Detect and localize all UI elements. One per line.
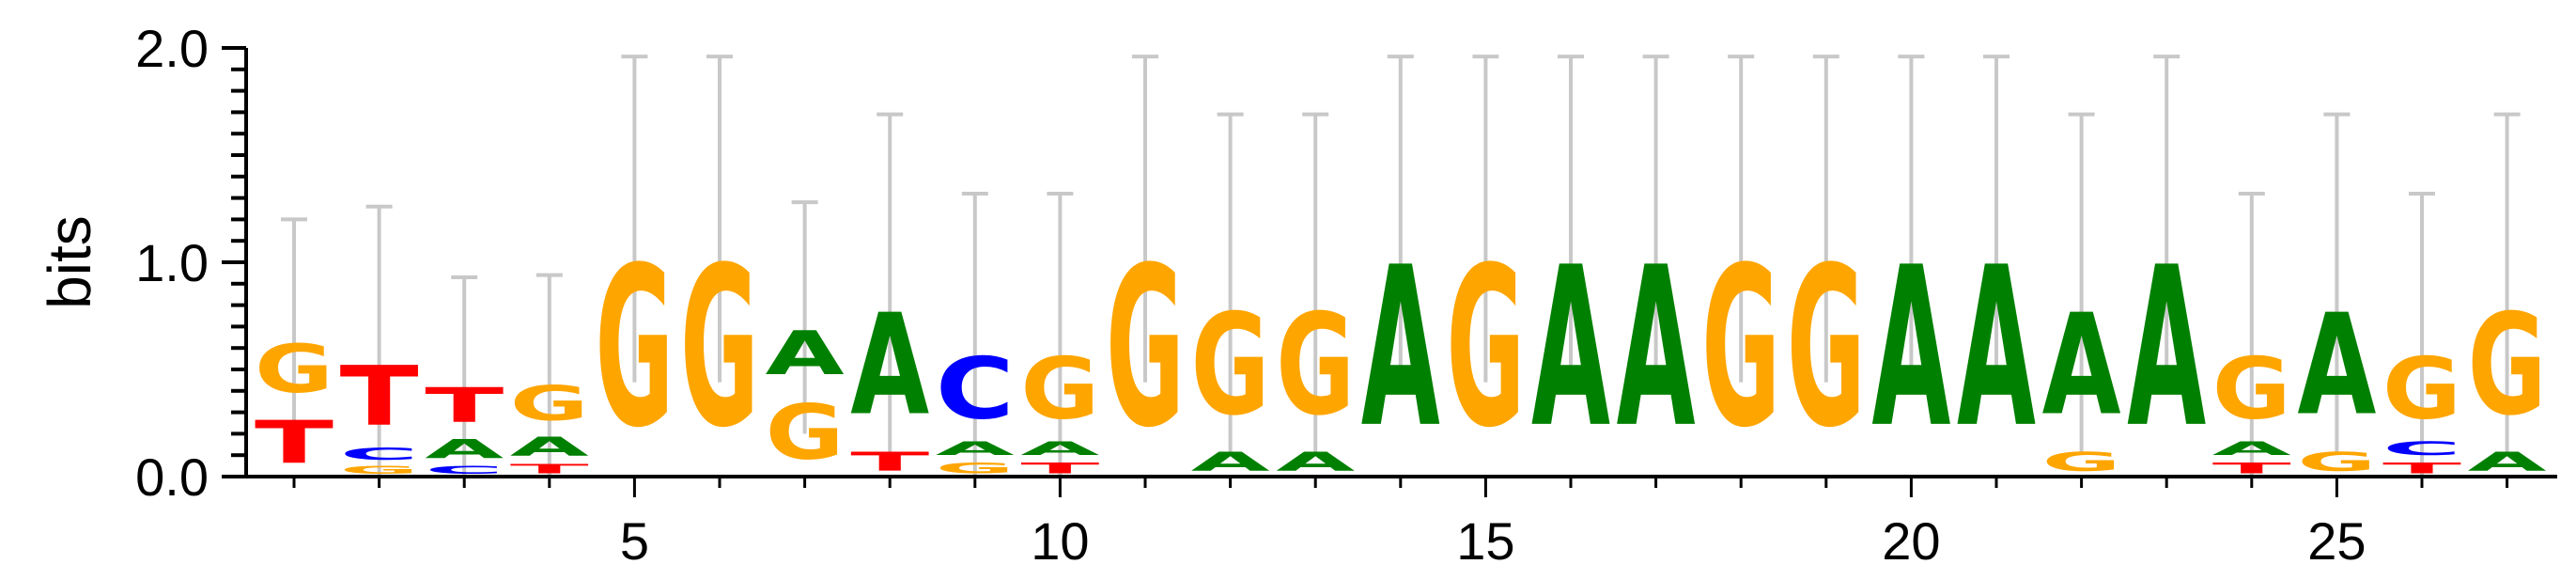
error-bar <box>2493 112 2521 453</box>
logo-letter-g: G <box>1446 219 1525 476</box>
logo-letter-g: G <box>2212 340 2291 438</box>
error-bar <box>1132 55 1158 383</box>
error-bar <box>791 200 818 434</box>
logo-letter-c: C <box>425 463 504 477</box>
error-bar <box>2153 55 2180 383</box>
error-bar <box>2409 192 2435 477</box>
logo-letter-t: T <box>340 349 419 445</box>
error-bar <box>1898 55 1925 383</box>
error-bar <box>365 204 393 477</box>
logo-letter-t: T <box>425 379 504 434</box>
error-bar <box>2068 112 2095 453</box>
logo-letter-a: A <box>1276 447 1355 477</box>
logo-letter-a: A <box>2212 438 2291 459</box>
logo-letter-g: G <box>595 219 674 476</box>
logo-letter-a: A <box>1957 220 2036 476</box>
x-tick-label: 5 <box>620 511 649 571</box>
error-bar <box>1642 55 1669 383</box>
logo-letter-a: A <box>1020 438 1099 459</box>
logo-letter-c: C <box>936 340 1015 438</box>
error-bar <box>1558 55 1584 383</box>
x-tick-label: 15 <box>1456 511 1514 571</box>
y-axis-title: bits <box>36 215 103 309</box>
logo-letter-g: G <box>340 463 419 477</box>
logo-letter-a: A <box>1361 220 1440 476</box>
logo-letter-g: G <box>1106 219 1185 476</box>
x-ticks: 5 10 15 20 25 <box>292 477 2509 571</box>
error-bars <box>281 55 2521 477</box>
logo-letter-a: A <box>2042 284 2121 447</box>
error-bar <box>961 192 988 477</box>
error-bar <box>1302 112 1329 453</box>
logo-letter-a: A <box>2297 284 2376 447</box>
logo-letter-t: T <box>2212 460 2291 477</box>
logo-letter-t: T <box>2382 460 2461 477</box>
logo-letter-a: A <box>1617 220 1696 476</box>
logo-letter-g: G <box>1701 219 1780 476</box>
error-bar <box>621 55 648 383</box>
y-tick-label: 0.0 <box>135 447 209 507</box>
error-bar <box>2323 112 2351 453</box>
logo-letter-a: A <box>766 319 845 389</box>
logo-letter-g: G <box>2382 340 2461 438</box>
error-bar <box>1387 55 1414 383</box>
error-bar <box>451 274 478 477</box>
logo-letter-t: T <box>510 462 589 477</box>
x-tick-label: 10 <box>1031 511 1089 571</box>
logo-letter-g: G <box>936 460 1015 477</box>
logo-letter-a: A <box>850 284 929 447</box>
logo-letter-a: A <box>425 434 504 464</box>
logo-letter-g: G <box>1191 285 1270 447</box>
y-tick-label: 1.0 <box>135 233 209 292</box>
error-bar <box>1728 55 1755 383</box>
logo-letter-c: C <box>2382 438 2461 460</box>
error-bar <box>706 55 733 383</box>
logo-letter-t: T <box>255 409 334 478</box>
logo-letter-t: T <box>1020 460 1099 477</box>
logo-letter-g: G <box>2042 447 2121 477</box>
logo-letter-g: G <box>1020 340 1099 438</box>
error-bar <box>877 112 904 453</box>
logo-letter-a: A <box>2127 220 2206 476</box>
error-bar <box>1217 112 1244 453</box>
logo-letter-g: G <box>2297 447 2376 477</box>
y-ticks: 0.0 1.0 2.0 <box>135 19 246 507</box>
error-bar <box>1047 192 1074 477</box>
logo-letter-g: G <box>766 389 845 477</box>
logo-letter-g: G <box>255 331 334 408</box>
logo-letter-a: A <box>1871 220 1950 476</box>
logo-letter-a: A <box>1191 447 1270 477</box>
logo-letter-a: A <box>2468 447 2547 477</box>
logo-letter-a: A <box>510 431 589 462</box>
logo-letter-t: T <box>850 447 929 477</box>
logo-letter-g: G <box>2468 285 2547 447</box>
error-bar <box>281 217 307 443</box>
error-bar <box>1812 55 1839 383</box>
error-bar <box>2238 192 2265 477</box>
error-bar <box>535 273 563 477</box>
x-tick-label: 20 <box>1882 511 1940 571</box>
logo-letter-a: A <box>1531 220 1610 476</box>
logo-letter-g: G <box>1787 219 1866 476</box>
logo-letter-g: G <box>1276 285 1355 447</box>
error-bar <box>1472 55 1499 383</box>
logo-letter-c: C <box>340 445 419 463</box>
error-bar <box>1983 55 2010 383</box>
y-tick-label: 2.0 <box>135 19 209 78</box>
logo-letter-g: G <box>680 219 759 476</box>
x-tick-label: 25 <box>2307 511 2366 571</box>
logo-letter-g: G <box>510 377 589 432</box>
axes: 0.0 1.0 2.0 5 10 15 20 25 <box>135 19 2557 571</box>
logo-letter-a: A <box>936 438 1015 459</box>
